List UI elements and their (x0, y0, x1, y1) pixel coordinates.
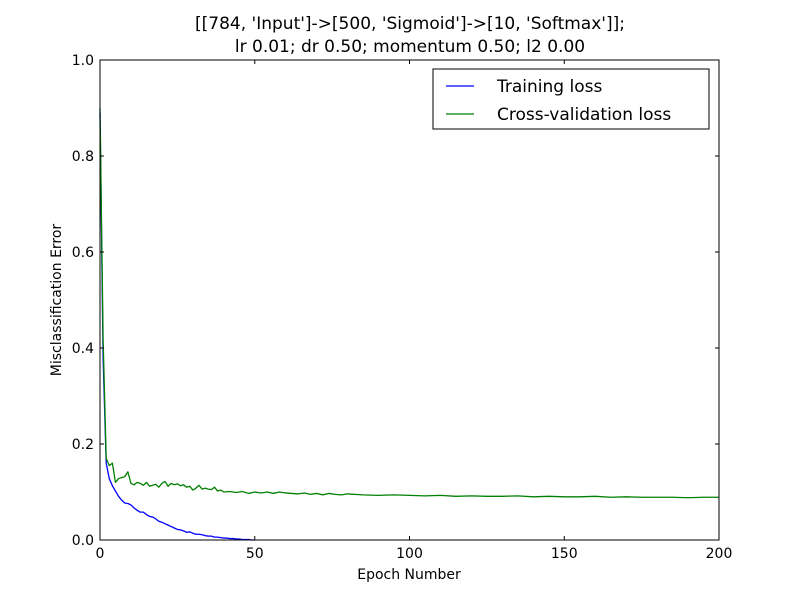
x-tick-label: 0 (96, 546, 105, 562)
plot-layer: 0 50 100 150 200 0.0 0.2 0.4 0.6 0.8 1.0 (72, 53, 733, 562)
legend-label-1: Cross-validation loss (497, 105, 671, 125)
y-tick-label: 0.0 (72, 533, 94, 549)
y-tick-label: 0.4 (72, 341, 94, 357)
chart-title-line-1: [[784, 'Input']->[500, 'Sigmoid']->[10, … (195, 14, 625, 34)
y-axis-label: Misclassification Error (49, 224, 65, 377)
chart-legend: Training loss Cross-validation loss (432, 68, 710, 130)
x-tick-label: 100 (396, 546, 423, 562)
legend-label-0: Training loss (496, 77, 602, 97)
x-tick-label: 200 (706, 546, 733, 562)
series-line-0 (99, 112, 255, 541)
series-line-1 (99, 107, 719, 499)
x-axis-label: Epoch Number (357, 567, 461, 583)
y-tick-label: 0.6 (72, 245, 94, 261)
x-tick-label: 150 (551, 546, 578, 562)
plot-frame (99, 59, 720, 541)
y-tick-label: 0.8 (72, 149, 94, 165)
chart-title-line-2: lr 0.01; dr 0.50; momentum 0.50; l2 0.00 (235, 37, 585, 57)
legend-frame (432, 68, 710, 130)
x-tick-label: 50 (246, 546, 264, 562)
y-tick-label: 0.2 (72, 437, 94, 453)
y-tick-label: 1.0 (72, 53, 94, 69)
